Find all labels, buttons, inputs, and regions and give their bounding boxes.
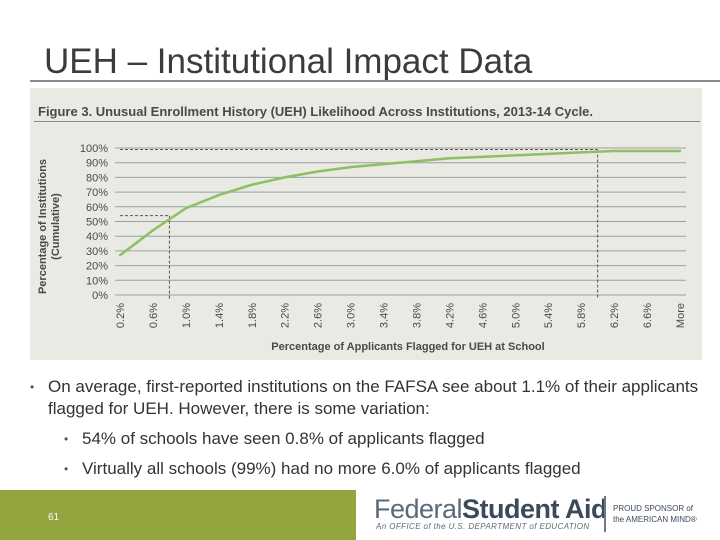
y-tick-label: 30% <box>86 246 108 258</box>
page-number: 61 <box>48 512 60 523</box>
y-tick-label: 10% <box>86 275 108 287</box>
figure-title: Figure 3. Unusual Enrollment History (UE… <box>38 104 594 119</box>
y-tick-label: 90% <box>86 158 108 170</box>
series-point <box>382 162 385 166</box>
series-point <box>283 176 286 179</box>
x-tick-label: 4.2% <box>444 303 456 328</box>
bullet-main-text: On average, first-reported institutions … <box>48 377 699 418</box>
series-line <box>119 149 680 257</box>
bullet-main: • On average, first-reported institution… <box>30 376 710 420</box>
y-tick-label: 50% <box>86 217 108 229</box>
series-point <box>481 155 484 159</box>
sponsor-text: PROUD SPONSOR of the AMERICAN MIND® <box>613 503 697 525</box>
x-tick-label: 5.8% <box>576 303 588 328</box>
series-point <box>151 229 155 232</box>
series-point <box>316 170 319 173</box>
series-point <box>547 152 550 156</box>
y-tick-label: 70% <box>86 187 108 199</box>
figure-panel <box>30 88 702 360</box>
logo-student-aid: Student Aid <box>462 494 608 524</box>
series-point <box>612 149 616 153</box>
bullet-dot: • <box>64 462 69 476</box>
y-tick-label: 60% <box>86 202 108 214</box>
y-tick-label: 40% <box>86 231 108 243</box>
bullet-dot: • <box>64 432 69 446</box>
series-point <box>678 149 682 153</box>
series-point <box>349 165 352 169</box>
sponsor-line-2: the AMERICAN MIND® <box>613 515 697 524</box>
sub-bullet: • 54% of schools have seen 0.8% of appli… <box>30 428 710 450</box>
cumulative-line-chart: 0% 10% 20% 30% 40% 50% 60% 70% 80% 90% 100% 0.2% 0.6… <box>37 143 687 353</box>
sub-bullet: • Virtually all schools (99%) had no mor… <box>30 458 710 480</box>
x-tick-label: 1.4% <box>214 303 226 328</box>
logo-subtitle: An OFFICE of the U.S. DEPARTMENT of EDUC… <box>376 522 590 531</box>
series-point <box>217 193 221 197</box>
y-tick-label: 0% <box>92 290 108 302</box>
logo-divider <box>604 496 606 532</box>
series-point <box>250 183 253 186</box>
series-point <box>184 207 188 210</box>
series-point <box>645 149 649 153</box>
sub-bullet-text: 54% of schools have seen 0.8% of applica… <box>82 429 485 448</box>
x-tick-label: 5.0% <box>510 303 522 328</box>
x-tick-label: 3.8% <box>411 303 423 328</box>
y-tick-label: 100% <box>80 143 108 155</box>
x-tick-label: 3.0% <box>346 303 358 328</box>
fsa-logo: FederalStudent Aid <box>374 494 608 525</box>
x-tick-label: 1.0% <box>181 303 193 328</box>
x-tick-label: 0.2% <box>115 303 127 328</box>
series-point <box>415 160 418 163</box>
x-tick-label: 0.6% <box>148 303 160 328</box>
footer-accent-bar <box>0 490 356 540</box>
y-axis-label: Percentage of Institutions(Cumulative) <box>37 159 62 294</box>
x-tick-label: 6.6% <box>642 303 654 328</box>
x-tick-label: 5.4% <box>543 303 555 328</box>
x-tick-label: 6.2% <box>609 303 621 328</box>
slide-title: UEH – Institutional Impact Data <box>44 42 533 81</box>
sponsor-line-1: PROUD SPONSOR of <box>613 504 694 513</box>
y-tick-label: 80% <box>86 172 108 184</box>
x-axis-label: Percentage of Applicants Flagged for UEH… <box>271 341 544 353</box>
x-tick-label: More <box>675 303 687 328</box>
series-point <box>118 254 122 257</box>
x-tick-label: 2.2% <box>280 303 292 328</box>
series-point <box>579 151 583 154</box>
x-tick-label: 1.8% <box>247 303 259 328</box>
sub-bullet-text: Virtually all schools (99%) had no more … <box>82 459 581 478</box>
title-divider <box>30 80 720 82</box>
bullet-list: • On average, first-reported institution… <box>30 376 710 480</box>
y-tick-label: 20% <box>86 261 108 273</box>
bullet-dot: • <box>30 380 35 394</box>
series-point <box>448 157 451 160</box>
x-tick-label: 4.6% <box>477 303 489 328</box>
x-tick-label: 3.4% <box>379 303 391 328</box>
figure-title-rule <box>34 121 700 122</box>
x-tick-label: 2.6% <box>313 303 325 328</box>
series-point <box>514 154 517 157</box>
logo-federal: Federal <box>374 494 463 524</box>
